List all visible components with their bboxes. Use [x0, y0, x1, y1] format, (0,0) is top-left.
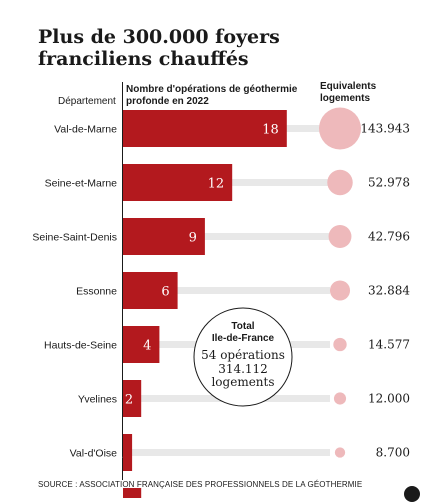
total-label: Total	[231, 321, 254, 332]
bar	[123, 272, 178, 309]
equivalent-value-label: 32.884	[368, 284, 410, 298]
total-logements-label: logements	[211, 375, 274, 389]
chart-title: Plus de 300.000 foyers franciliens chauf…	[38, 26, 280, 70]
equivalent-value-label: 52.978	[368, 176, 410, 190]
bar	[123, 110, 287, 147]
equivalent-value-label: 8.700	[376, 446, 410, 460]
total-operations-value: 54 opérations	[201, 348, 285, 362]
equivalent-bubble	[319, 107, 361, 150]
category-label: Val-d'Oise	[70, 448, 117, 460]
category-label: Essonne	[76, 286, 117, 298]
equivalent-bubble	[328, 225, 352, 248]
bar-track	[123, 233, 330, 240]
circle-icon	[404, 486, 420, 502]
department-column-header: Département	[58, 96, 116, 107]
bar	[123, 326, 160, 363]
category-label: Val-de-Marne	[54, 124, 117, 136]
category-label: Seine-et-Marne	[45, 178, 118, 190]
bar-value-label: 12	[208, 177, 225, 192]
equivalent-value-label: 12.000	[368, 392, 410, 406]
equivalent-bubble	[334, 447, 346, 458]
bar	[123, 164, 233, 201]
total-callout	[193, 307, 293, 407]
bar-track	[123, 449, 330, 456]
bar	[123, 488, 142, 498]
bar-value-label: 6	[161, 285, 169, 300]
equivalent-value-label: 143.943	[360, 122, 410, 136]
bar-track	[123, 287, 330, 294]
total-region-label: Ile-de-France	[212, 333, 275, 344]
equivalent-value-label: 42.796	[368, 230, 410, 244]
equivalent-value-label: 14.577	[368, 338, 410, 352]
bar-value-label: 1	[116, 447, 124, 462]
category-label: Yvelines	[78, 394, 117, 406]
equivalents-column-header: Equivalents logements	[320, 81, 377, 104]
category-label: Seine-Saint-Denis	[32, 232, 117, 244]
bar-value-label: 2	[125, 393, 133, 408]
bar	[123, 218, 205, 255]
bar	[123, 380, 142, 417]
bar-value-label: 9	[189, 231, 197, 246]
category-label: Hauts-de-Seine	[44, 340, 117, 352]
operations-column-header: Nombre d'opérations de géothermie profon…	[126, 84, 298, 107]
bar-value-label: 18	[262, 123, 279, 138]
bar-value-label: 4	[143, 339, 151, 354]
equivalent-bubble	[333, 337, 347, 352]
axis-line	[122, 82, 123, 480]
equivalent-bubble	[327, 169, 353, 196]
source-note: SOURCE : ASSOCIATION FRANÇAISE DES PROFE…	[38, 480, 363, 489]
total-logements-value: 314.112	[218, 362, 268, 376]
equivalent-bubble	[333, 392, 347, 405]
equivalent-bubble	[329, 280, 351, 301]
bar	[123, 434, 133, 471]
